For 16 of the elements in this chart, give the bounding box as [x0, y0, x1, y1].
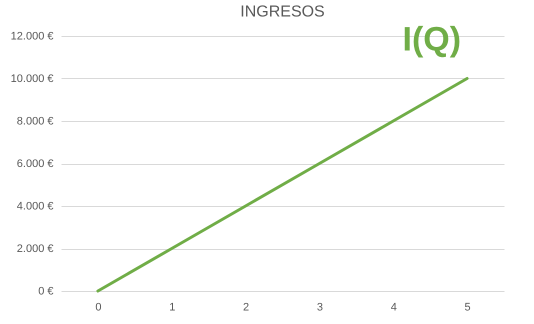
x-tick-label: 2 — [243, 302, 250, 314]
x-tick-label: 4 — [390, 302, 397, 314]
x-tick-label: 1 — [169, 302, 176, 314]
y-tick-label: 4.000 € — [16, 200, 54, 212]
y-tick-label: 8.000 € — [16, 116, 54, 128]
y-tick-label: 6.000 € — [16, 158, 54, 170]
x-tick-label: 0 — [95, 302, 102, 314]
chart-title: INGRESOS — [240, 4, 325, 20]
y-tick-label: 12.000 € — [10, 30, 54, 42]
line-series — [96, 77, 469, 292]
series-label: I(Q) — [402, 20, 462, 58]
x-tick-label: 3 — [316, 302, 323, 314]
y-tick-label: 0 € — [38, 286, 54, 298]
y-tick-label: 2.000 € — [16, 243, 54, 255]
x-tick-label: 5 — [464, 302, 471, 314]
y-tick-label: 10.000 € — [10, 73, 54, 85]
